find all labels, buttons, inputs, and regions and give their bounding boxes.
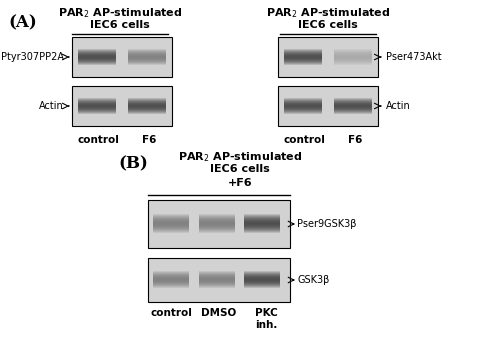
- Text: control: control: [150, 308, 192, 318]
- Text: Actin: Actin: [386, 101, 411, 111]
- Text: PKC: PKC: [255, 308, 278, 318]
- Bar: [148, 200, 290, 248]
- Text: (B): (B): [118, 155, 148, 172]
- Text: control: control: [77, 135, 119, 145]
- Text: IEC6 cells: IEC6 cells: [210, 164, 270, 174]
- Bar: [278, 86, 378, 126]
- Bar: [278, 37, 378, 77]
- Text: GSK3β: GSK3β: [297, 275, 330, 285]
- Text: +F6: +F6: [228, 178, 252, 188]
- Bar: [148, 258, 290, 302]
- Text: PAR$_2$ AP-stimulated: PAR$_2$ AP-stimulated: [266, 6, 390, 20]
- Text: control: control: [283, 135, 325, 145]
- Text: Ptyr307PP2A: Ptyr307PP2A: [1, 52, 64, 62]
- Text: F6: F6: [142, 135, 156, 145]
- Text: Pser9GSK3β: Pser9GSK3β: [297, 219, 356, 229]
- Text: F6: F6: [348, 135, 362, 145]
- Text: PAR$_2$ AP-stimulated: PAR$_2$ AP-stimulated: [58, 6, 182, 20]
- Bar: [72, 37, 172, 77]
- Text: Pser473Akt: Pser473Akt: [386, 52, 442, 62]
- Bar: [72, 86, 172, 126]
- Text: IEC6 cells: IEC6 cells: [90, 20, 150, 30]
- Text: PAR$_2$ AP-stimulated: PAR$_2$ AP-stimulated: [178, 150, 302, 164]
- Text: inh.: inh.: [255, 320, 278, 330]
- Text: IEC6 cells: IEC6 cells: [298, 20, 358, 30]
- Text: (A): (A): [8, 14, 37, 31]
- Text: Actin: Actin: [39, 101, 64, 111]
- Text: DMSO: DMSO: [202, 308, 236, 318]
